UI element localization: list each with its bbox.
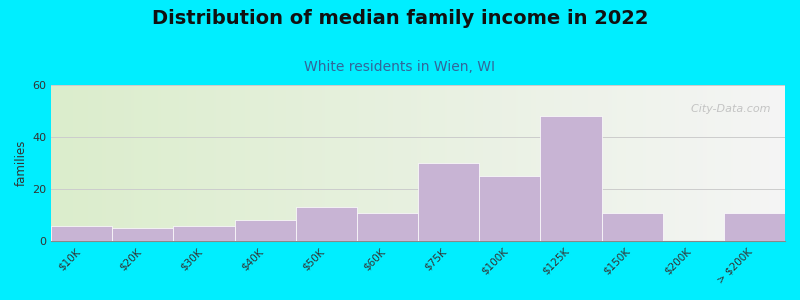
Bar [296,207,357,241]
Bar [112,228,174,241]
Bar [357,213,418,241]
Bar [602,213,662,241]
Bar [540,116,602,241]
Bar [418,163,479,241]
Bar [234,220,296,241]
Bar [174,226,234,241]
Y-axis label: families: families [15,140,28,186]
Bar [724,213,785,241]
Text: City-Data.com: City-Data.com [684,104,770,114]
Text: White residents in Wien, WI: White residents in Wien, WI [305,60,495,74]
Text: Distribution of median family income in 2022: Distribution of median family income in … [152,9,648,28]
Bar [51,226,112,241]
Bar [479,176,540,241]
